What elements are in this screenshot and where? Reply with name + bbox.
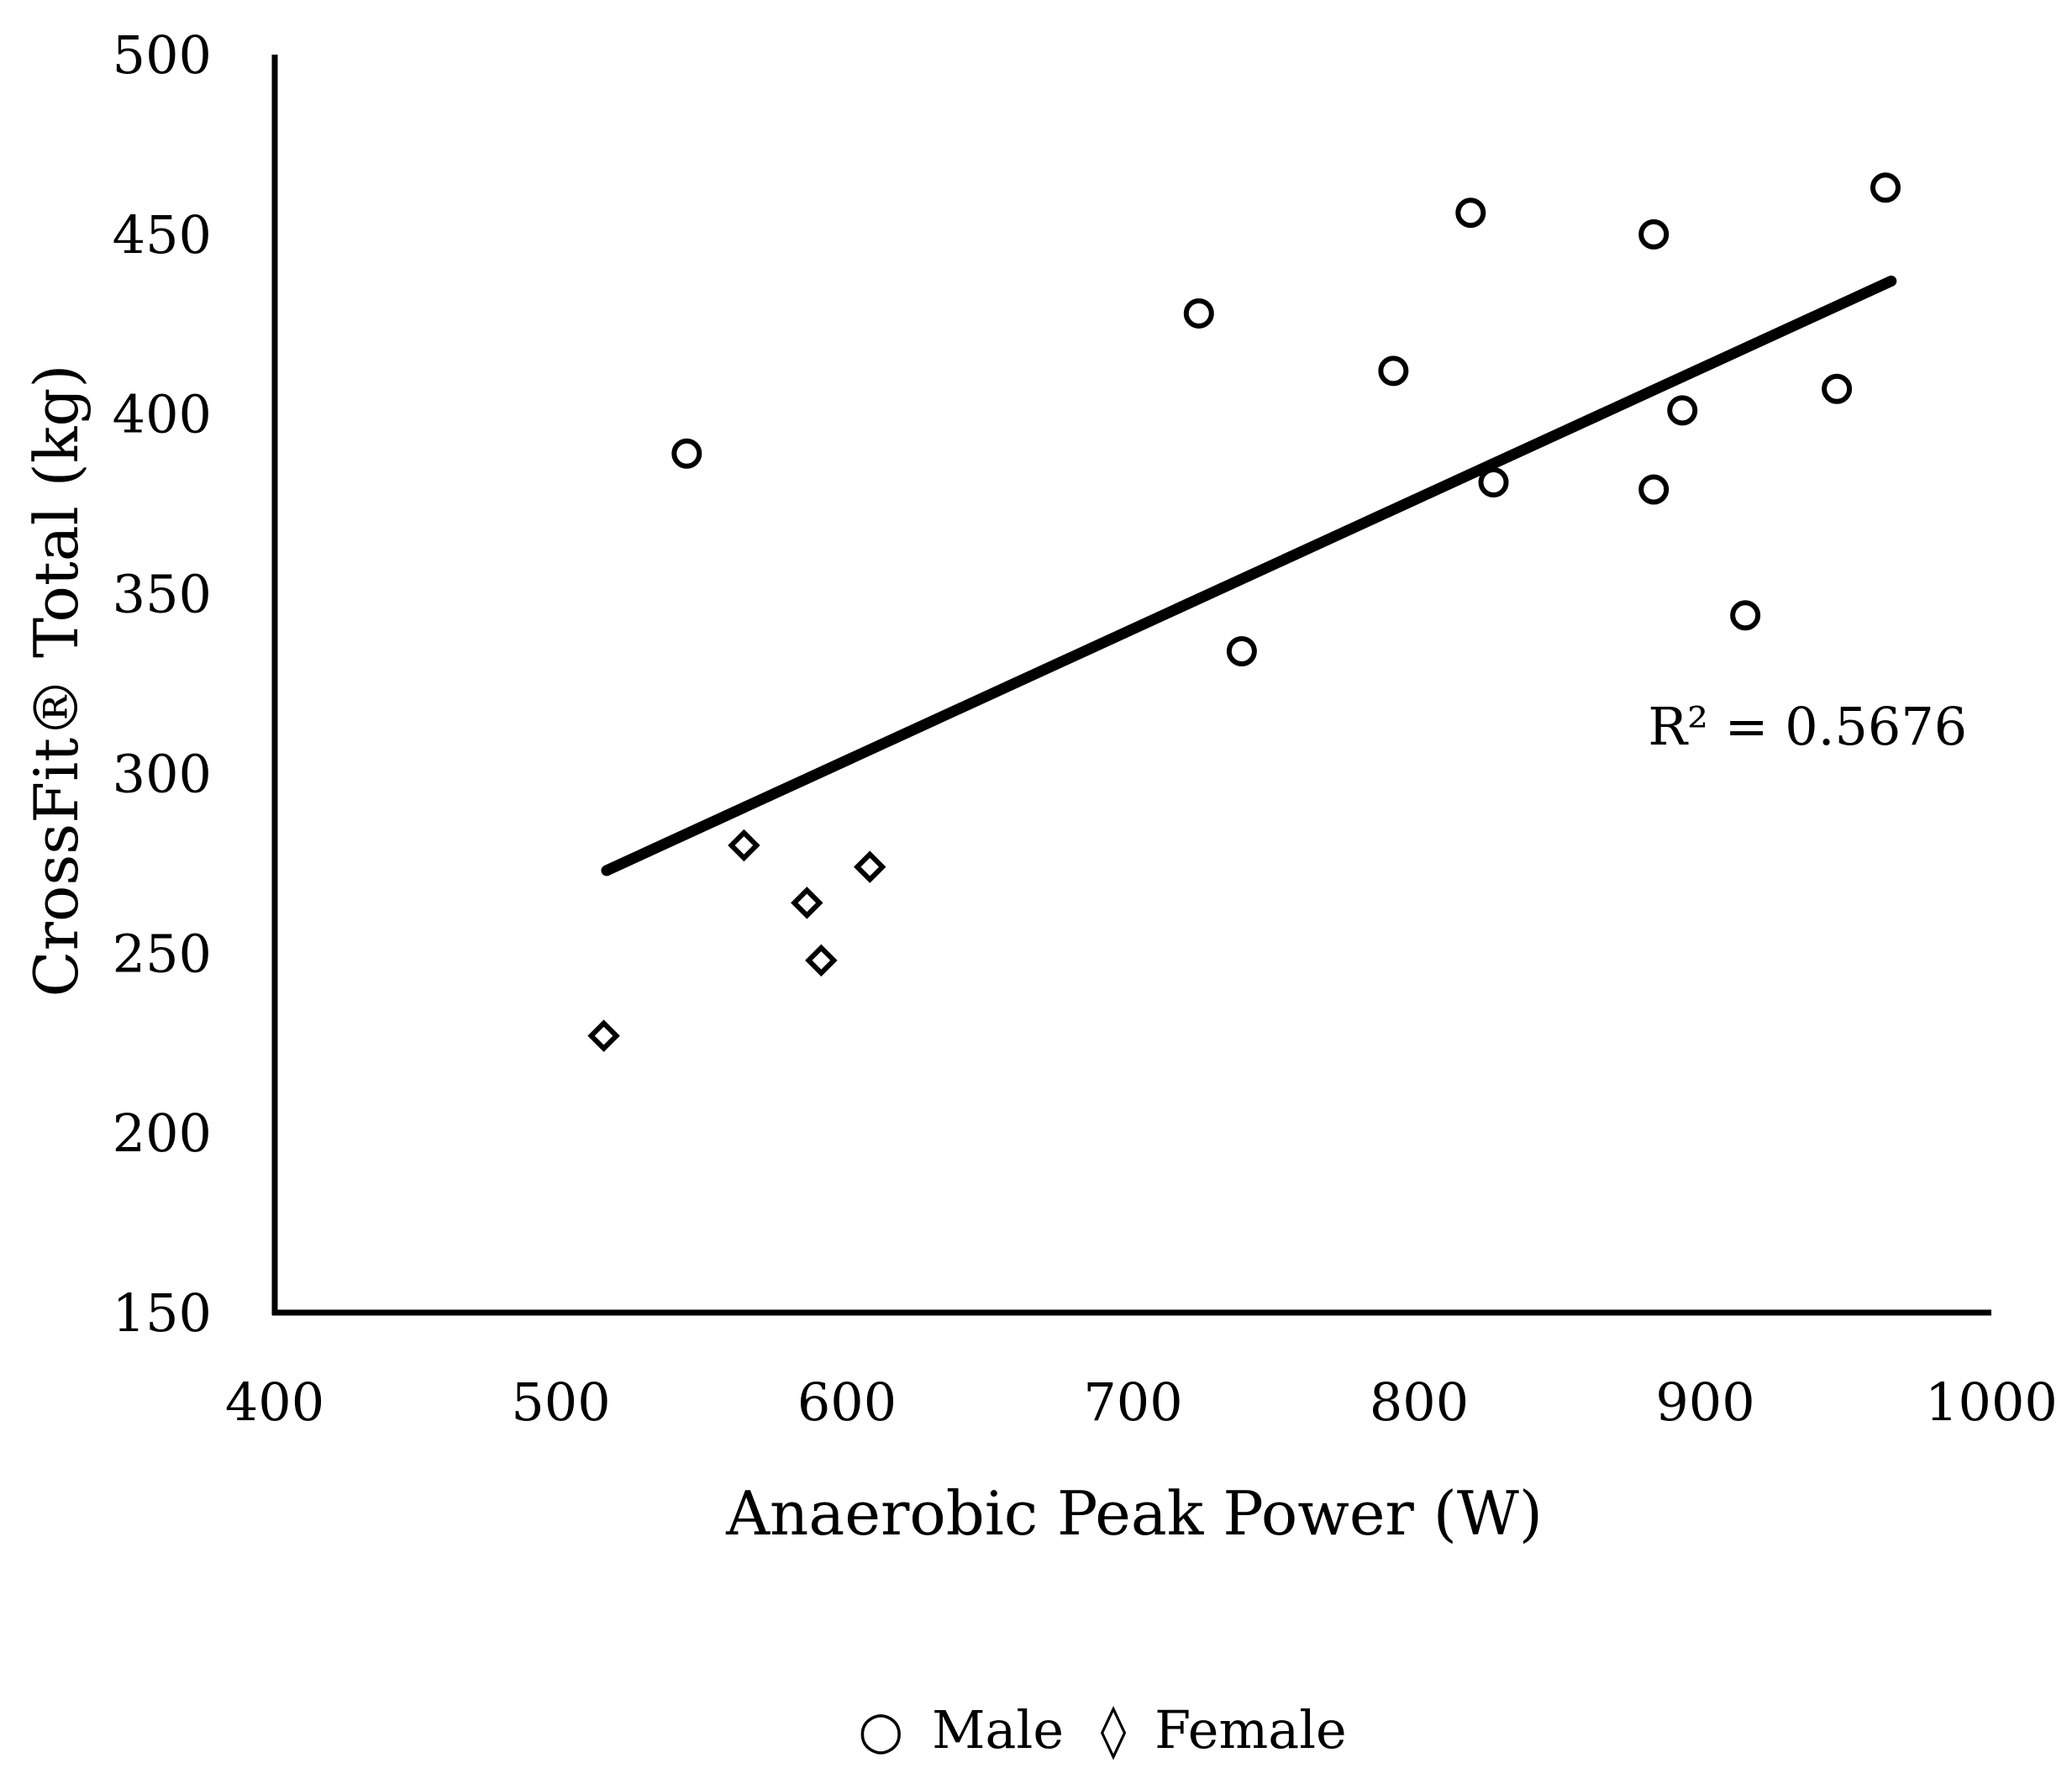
trendline-layer xyxy=(601,275,1897,876)
y-tick-label: 200 xyxy=(113,1103,212,1164)
trendline xyxy=(601,275,1897,876)
x-tick-label: 800 xyxy=(1370,1371,1469,1433)
x-tick-label: 500 xyxy=(511,1371,610,1433)
male-point xyxy=(1667,395,1698,426)
y-tick-label: 400 xyxy=(113,384,212,445)
female-point xyxy=(805,944,838,977)
male-point xyxy=(671,438,702,469)
male-point xyxy=(1822,373,1853,404)
x-tick-label: 1000 xyxy=(1925,1371,2058,1433)
y-tick-label: 250 xyxy=(113,923,212,984)
female-point xyxy=(728,829,760,862)
x-tick-labels: 400 500 600 700 800 900 1000 xyxy=(225,1371,2058,1433)
male-point xyxy=(1378,355,1409,387)
legend-female-symbol: ◊ xyxy=(1101,1699,1127,1761)
male-point xyxy=(1638,474,1670,505)
male-point xyxy=(1638,218,1670,250)
x-tick-label: 600 xyxy=(797,1371,897,1433)
y-tick-label: 500 xyxy=(113,24,212,86)
legend-female-label: Female xyxy=(1154,1699,1347,1761)
female-point xyxy=(853,850,886,883)
legend: ○ Male ◊ Female xyxy=(858,1699,1346,1761)
male-point xyxy=(1730,600,1761,631)
legend-male-label: Male xyxy=(932,1699,1064,1761)
y-tick-label: 450 xyxy=(113,204,212,266)
male-point xyxy=(1478,466,1509,497)
y-axis-title: CrossFit® Total (kg) xyxy=(21,364,92,997)
y-tick-labels: 150 200 250 300 350 400 450 500 xyxy=(113,24,212,1344)
y-tick-label: 350 xyxy=(113,564,212,625)
x-tick-label: 700 xyxy=(1083,1371,1182,1433)
male-point xyxy=(1183,297,1214,329)
y-tick-label: 300 xyxy=(113,743,212,804)
data-points xyxy=(587,172,1901,1052)
axes-layer xyxy=(271,55,1991,1316)
legend-male-symbol: ○ xyxy=(858,1699,903,1761)
male-point xyxy=(1870,172,1901,203)
x-tick-label: 900 xyxy=(1655,1371,1754,1433)
r-squared-annotation: R² = 0.5676 xyxy=(1648,696,1967,757)
female-point xyxy=(791,887,823,919)
female-point xyxy=(587,1019,620,1052)
male-point xyxy=(1226,636,1257,667)
x-tick-label: 400 xyxy=(225,1371,324,1433)
y-tick-label: 150 xyxy=(113,1282,212,1344)
male-point xyxy=(1455,197,1486,229)
x-axis-title: Anaerobic Peak Power (W) xyxy=(725,1478,1543,1549)
